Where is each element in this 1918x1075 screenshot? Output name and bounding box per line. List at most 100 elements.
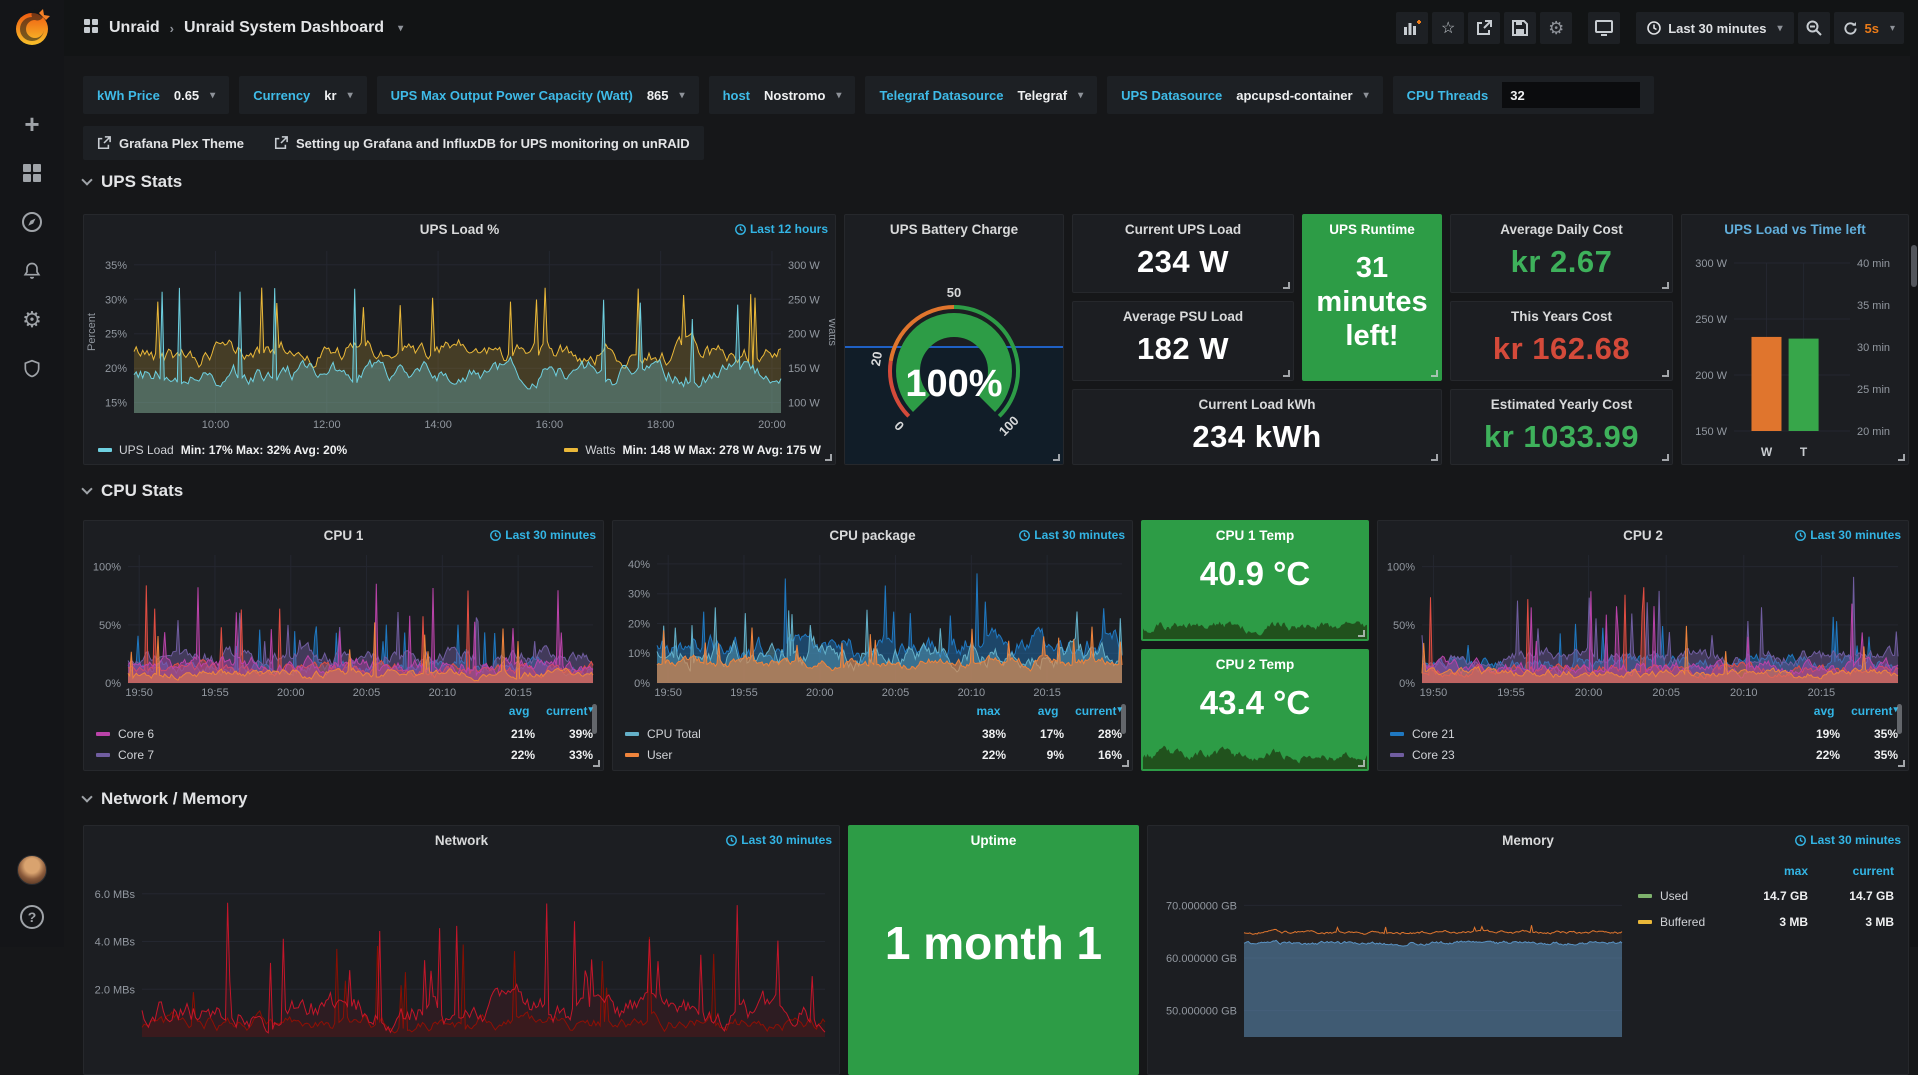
user-avatar[interactable] — [17, 855, 47, 885]
refresh-control[interactable]: 5s ▾ — [1834, 12, 1905, 44]
cpu-threads-input[interactable] — [1502, 82, 1640, 108]
kiosk-mode-button[interactable] — [1588, 12, 1620, 44]
dashboards-icon[interactable] — [20, 161, 44, 185]
panel-time-override[interactable]: Last 30 minutes — [726, 833, 832, 847]
share-button[interactable] — [1468, 12, 1500, 44]
panel-title[interactable]: Current UPS Load — [1073, 215, 1293, 243]
variable-kwh-price[interactable]: kWh Price 0.65▾ — [83, 76, 229, 114]
resize-handle[interactable] — [1662, 454, 1669, 461]
panel-title[interactable]: UPS Runtime — [1303, 215, 1441, 243]
apps-grid-icon[interactable] — [83, 18, 99, 39]
resize-handle[interactable] — [1358, 630, 1365, 637]
dashboard-title[interactable]: Unraid System Dashboard — [184, 19, 384, 37]
grafana-logo-icon[interactable] — [12, 7, 52, 49]
save-button[interactable] — [1504, 12, 1536, 44]
resize-handle[interactable] — [1358, 760, 1365, 767]
variable-host[interactable]: host Nostromo▾ — [709, 76, 856, 114]
resize-handle[interactable] — [1662, 282, 1669, 289]
legend-header-avg[interactable]: avg — [471, 704, 529, 723]
section-network-memory[interactable]: Network / Memory — [83, 789, 247, 809]
section-cpu-stats[interactable]: CPU Stats — [83, 481, 183, 501]
panel-title[interactable]: This Years Cost — [1451, 302, 1672, 330]
legend-row[interactable]: Core 23 22% 35% — [1390, 744, 1898, 765]
panel-title[interactable]: CPU 1 Temp — [1142, 521, 1368, 549]
panel-title[interactable]: Current Load kWh — [1073, 390, 1441, 418]
panel-title[interactable]: Average Daily Cost — [1451, 215, 1672, 243]
resize-handle[interactable] — [1283, 370, 1290, 377]
legend-header-current[interactable]: current — [1058, 704, 1116, 723]
panel-title[interactable]: Estimated Yearly Cost — [1451, 390, 1672, 418]
legend-scrollbar-thumb[interactable] — [1897, 704, 1902, 734]
panel-title[interactable]: UPS Load vs Time left — [1682, 215, 1908, 243]
legend-scrollbar-thumb[interactable] — [1121, 704, 1126, 734]
legend-row[interactable]: Core 7 22% 33% — [96, 744, 593, 765]
panel-time-override[interactable]: Last 30 minutes — [1795, 833, 1901, 847]
page-scrollbar-thumb[interactable] — [1911, 245, 1917, 287]
link-grafana-plex-theme[interactable]: Grafana Plex Theme — [97, 136, 244, 151]
legend-header-avg[interactable]: avg — [1000, 704, 1058, 723]
panel-title[interactable]: CPU 2 Temp — [1142, 650, 1368, 678]
resize-handle[interactable] — [1898, 454, 1905, 461]
settings-gear-icon[interactable]: ⚙ — [20, 308, 44, 332]
dashboard-settings-button[interactable]: ⚙ — [1540, 12, 1572, 44]
resize-handle[interactable] — [825, 454, 832, 461]
resize-handle[interactable] — [1431, 370, 1438, 377]
panel-time-override[interactable]: Last 30 minutes — [1019, 528, 1125, 542]
panel-title[interactable]: UPS Battery Charge — [845, 215, 1063, 243]
legend-header-current[interactable]: current — [1808, 864, 1894, 883]
add-panel-button[interactable] — [1396, 12, 1428, 44]
variable-telegraf-datasource[interactable]: Telegraf Datasource Telegraf▾ — [865, 76, 1097, 114]
zoom-out-button[interactable] — [1798, 12, 1830, 44]
resize-handle[interactable] — [1898, 760, 1905, 767]
legend-item[interactable]: Watts Min: 148 W Max: 278 W Avg: 175 W — [564, 443, 821, 457]
legend-header-current[interactable]: current — [529, 704, 587, 723]
star-button[interactable]: ☆ — [1432, 12, 1464, 44]
legend-item[interactable]: UPS Load Min: 17% Max: 32% Avg: 20% — [98, 443, 347, 457]
variable-ups-max-output[interactable]: UPS Max Output Power Capacity (Watt) 865… — [377, 76, 699, 114]
resize-handle[interactable] — [593, 760, 600, 767]
legend-header-max[interactable]: max — [942, 704, 1000, 723]
resize-handle[interactable] — [1053, 454, 1060, 461]
legend-row[interactable]: Used 14.7 GB 14.7 GB — [1638, 883, 1894, 909]
resize-handle[interactable] — [1122, 760, 1129, 767]
panel-title[interactable]: UPS Load % — [84, 215, 835, 243]
admin-shield-icon[interactable] — [20, 357, 44, 381]
legend-row[interactable]: Core 21 19% 35% — [1390, 723, 1898, 744]
add-icon[interactable]: + — [20, 112, 44, 136]
legend-row[interactable]: Core 6 21% 39% — [96, 723, 593, 744]
legend-header-max[interactable]: max — [1722, 864, 1808, 883]
time-range-picker[interactable]: Last 30 minutes ▾ — [1636, 12, 1793, 44]
svg-text:20:05: 20:05 — [353, 687, 381, 699]
panel-time-override[interactable]: Last 30 minutes — [1795, 528, 1901, 542]
link-ups-monitoring-guide[interactable]: Setting up Grafana and InfluxDB for UPS … — [274, 136, 690, 151]
panel-time-override[interactable]: Last 12 hours — [735, 222, 828, 236]
explore-icon[interactable] — [20, 210, 44, 234]
legend-scrollbar-thumb[interactable] — [592, 704, 597, 734]
panel-time-override[interactable]: Last 30 minutes — [490, 528, 596, 542]
variable-ups-datasource[interactable]: UPS Datasource apcupsd-container▾ — [1107, 76, 1382, 114]
breadcrumb-app[interactable]: Unraid — [109, 19, 160, 37]
legend-header-avg[interactable]: avg — [1776, 704, 1834, 723]
legend-row[interactable]: Buffered 3 MB 3 MB — [1638, 909, 1894, 935]
legend-header-current[interactable]: current — [1834, 704, 1892, 723]
variable-currency[interactable]: Currency kr▾ — [239, 76, 366, 114]
panel-title[interactable]: Uptime — [849, 826, 1138, 854]
panel-title[interactable]: Average PSU Load — [1073, 302, 1293, 330]
legend-row[interactable]: User 22% 9% 16% — [625, 744, 1122, 765]
alerting-bell-icon[interactable] — [20, 259, 44, 283]
resize-handle[interactable] — [1662, 370, 1669, 377]
help-icon[interactable]: ? — [20, 905, 44, 929]
title-caret-icon[interactable]: ▾ — [398, 23, 403, 34]
legend-row[interactable]: CPU Total 38% 17% 28% — [625, 723, 1122, 744]
page-scrollbar[interactable] — [1910, 56, 1918, 947]
section-ups-stats[interactable]: UPS Stats — [83, 172, 182, 192]
panel-title[interactable]: Memory — [1148, 826, 1908, 854]
resize-handle[interactable] — [1283, 282, 1290, 289]
resize-handle[interactable] — [1431, 454, 1438, 461]
